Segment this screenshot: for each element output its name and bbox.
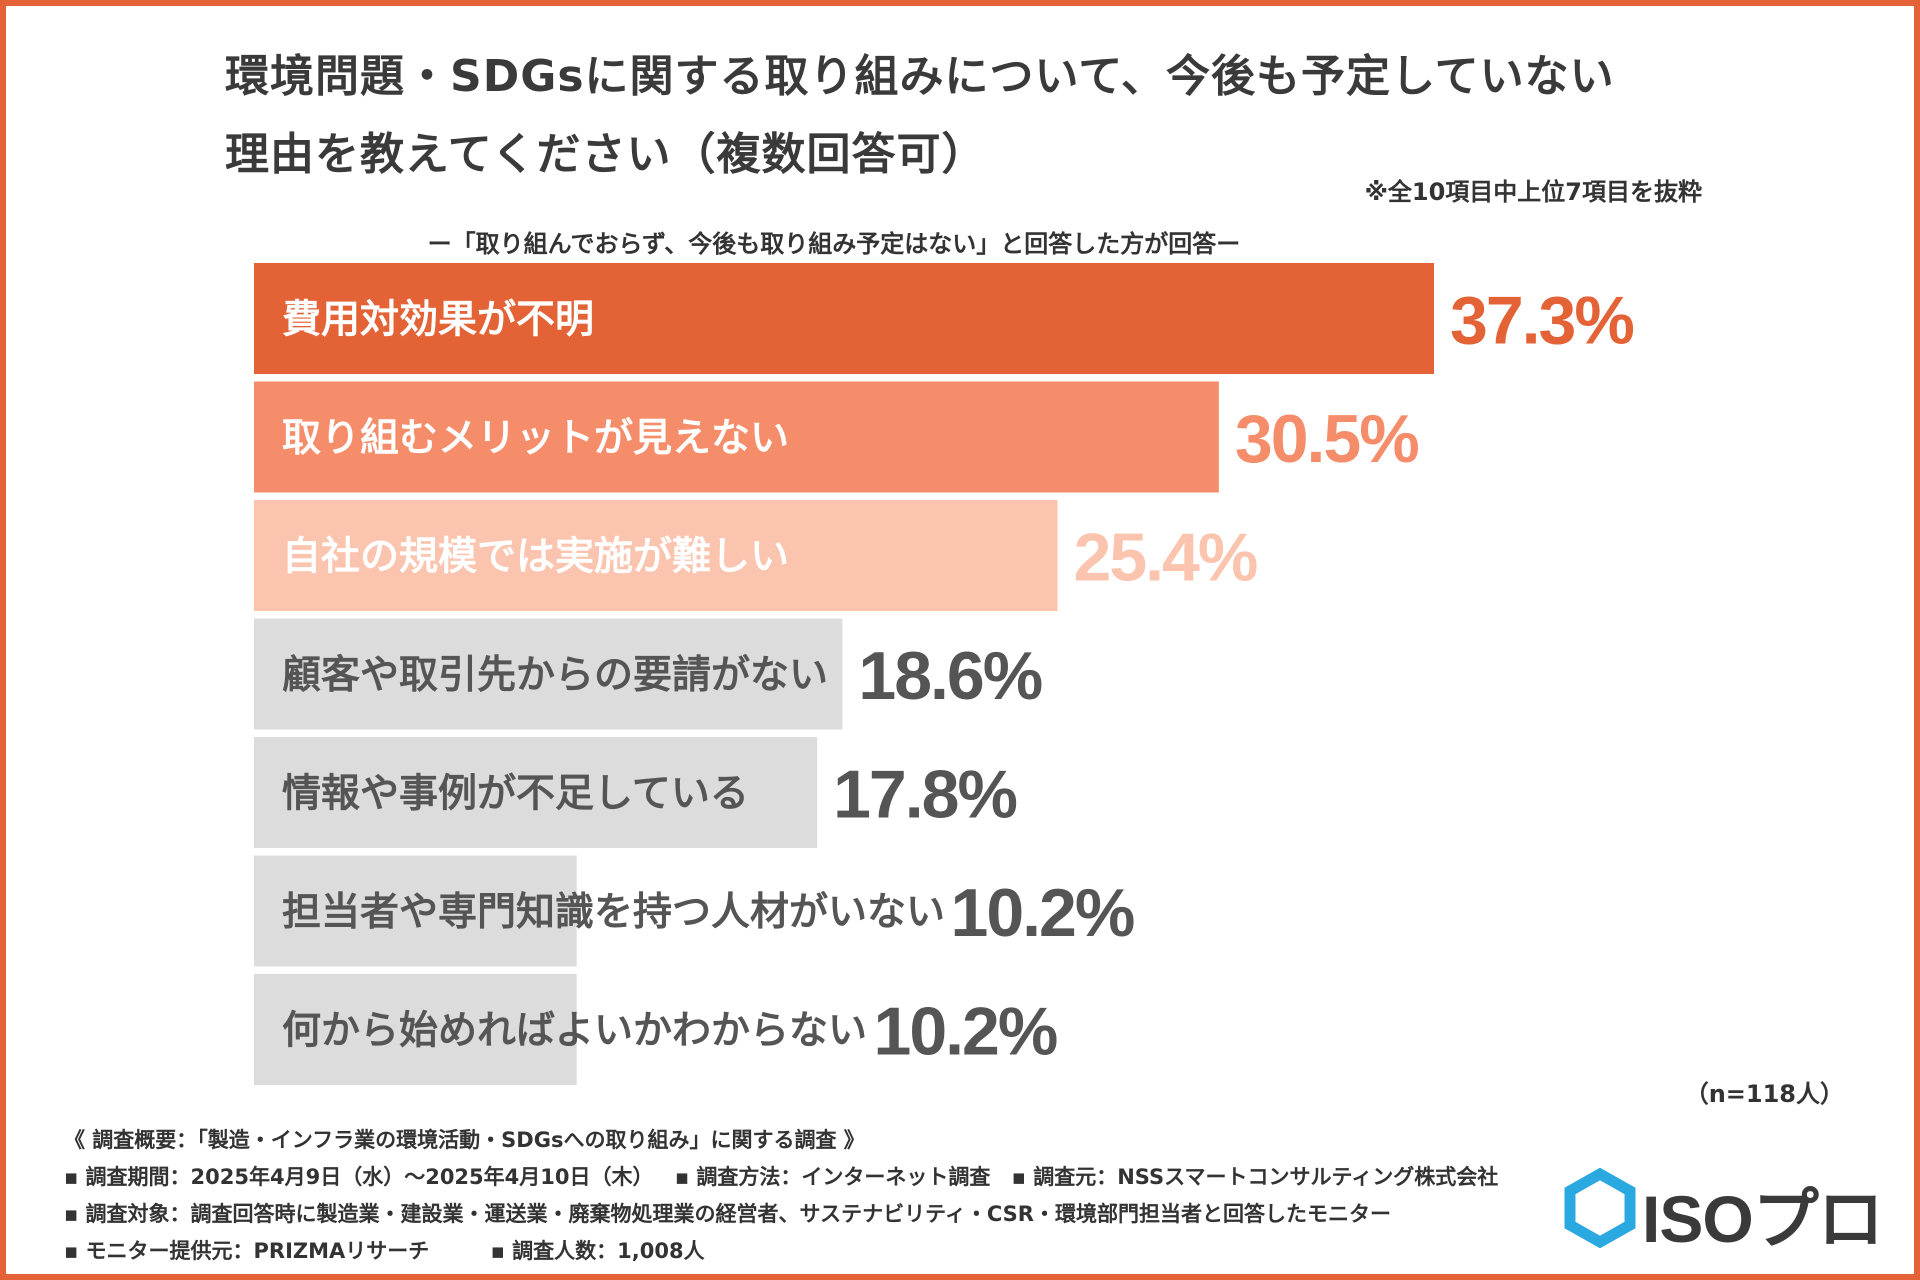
footer-respondents: ▪ 調査人数：1,008人 — [490, 1239, 705, 1263]
bar-4 — [254, 618, 843, 730]
selection-note: ※全10項目中上位7項目を抜粋 — [1364, 178, 1702, 206]
survey-footer: 《 調査概要：「製造・インフラ業の環境活動・SDGsへの取り組み」に関する調査 … — [64, 1122, 1564, 1270]
value-label-7: 10.2% — [874, 994, 1057, 1070]
value-label-5: 17.8% — [833, 757, 1016, 833]
bar-label-2: 取り組むメリットが見えない — [282, 416, 789, 461]
footer-method: ▪ 調査方法：インターネット調査 — [674, 1165, 991, 1189]
bar-label-4: 顧客や取引先からの要請がない — [282, 653, 828, 698]
bar-7 — [254, 974, 577, 1085]
footer-source: ▪ 調査元：NSSスマートコンサルティング株式会社 — [1011, 1165, 1499, 1189]
bar-5 — [254, 737, 818, 848]
footer-monitor: ▪ モニター提供元：PRIZMAリサーチ — [64, 1239, 430, 1263]
bar-3 — [254, 500, 1058, 611]
bar-6 — [254, 855, 577, 967]
footer-target: ▪ 調査対象：調査回答時に製造業・建設業・運送業・廃棄物処理業の経営者、サステナ… — [64, 1202, 1391, 1226]
bar-label-1: 費用対効果が不明 — [282, 298, 594, 343]
footer-period: ▪ 調査期間：2025年4月9日（水）〜2025年4月10日（木） — [64, 1165, 654, 1189]
logo-text: ISOプロ — [1642, 1182, 1884, 1256]
bar-1 — [254, 263, 1434, 374]
chart-subtitle: ー「取り組んでおらず、今後も取り組み予定はない」と回答した方が回答ー — [427, 230, 1241, 258]
value-label-1: 37.3% — [1450, 283, 1633, 359]
value-label-2: 30.5% — [1235, 401, 1418, 477]
sample-size-label: （n=118人） — [1684, 1080, 1844, 1108]
bar-2 — [254, 381, 1219, 493]
chart-title: 環境問題・SDGsに関する取り組みについて、今後も予定していない 理由を教えてく… — [225, 38, 1725, 194]
value-label-4: 18.6% — [858, 638, 1041, 714]
bar-label-3: 自社の規模では実施が難しい — [282, 535, 789, 580]
footer-summary: 《 調査概要：「製造・インフラ業の環境活動・SDGsへの取り組み」に関する調査 … — [64, 1128, 865, 1152]
title-line-1: 環境問題・SDGsに関する取り組みについて、今後も予定していない — [225, 51, 1615, 102]
value-label-6: 10.2% — [951, 875, 1134, 951]
bar-label-5: 情報や事例が不足している — [282, 772, 749, 817]
title-line-2: 理由を教えてください（複数回答可） — [225, 129, 987, 180]
bar-label-6: 担当者や専門知識を持つ人材がいない — [282, 890, 945, 935]
value-label-3: 25.4% — [1074, 520, 1257, 596]
bar-label-7: 何から始めればよいかわからない — [282, 1009, 867, 1054]
logo-hexagon-icon — [1564, 1168, 1636, 1248]
